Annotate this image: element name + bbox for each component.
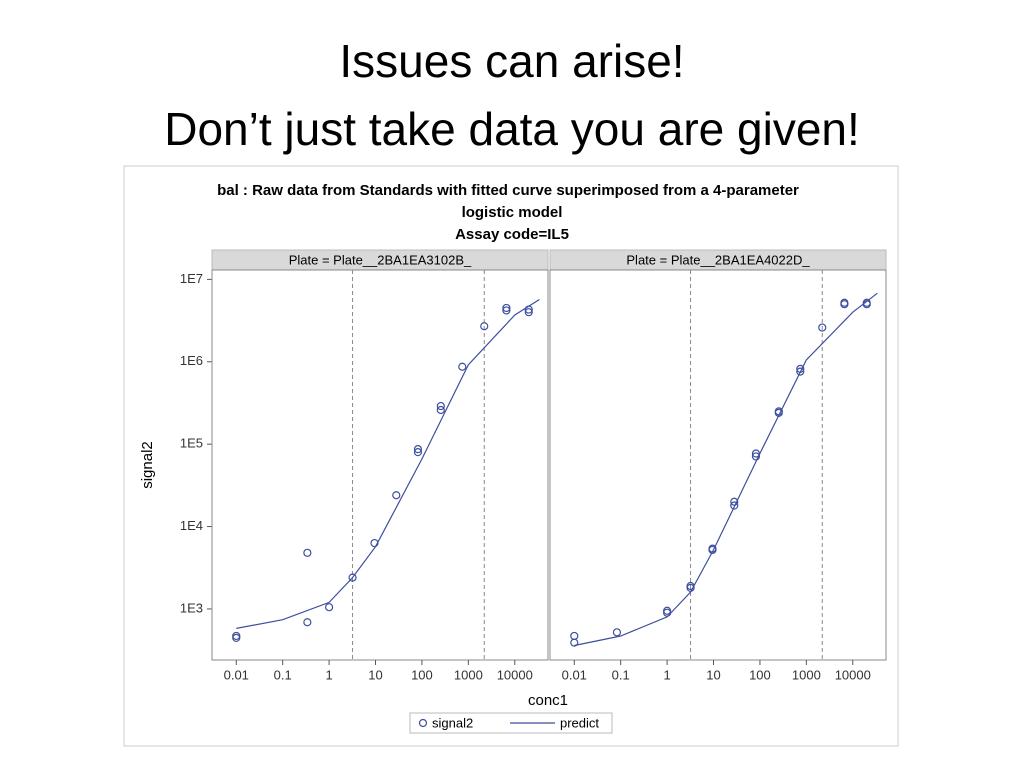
data-point: [413, 445, 423, 454]
data-point: [502, 306, 511, 315]
chart-title: Assay code=IL5: [455, 226, 569, 243]
data-point: [840, 300, 849, 309]
x-tick-label: 0.1: [612, 667, 630, 682]
data-point: [730, 497, 739, 506]
y-tick-label: 1E3: [180, 600, 203, 615]
x-tick-label: 0.01: [562, 667, 587, 682]
x-tick-label: 100: [411, 667, 433, 682]
data-point: [348, 573, 357, 582]
x-tick-label: 1: [663, 667, 670, 682]
x-tick-label: 0.01: [224, 667, 249, 682]
data-point: [796, 367, 805, 376]
data-point: [686, 583, 695, 593]
fitted-curve: [574, 292, 878, 647]
y-tick-label: 1E6: [180, 353, 203, 368]
data-point: [612, 628, 622, 637]
x-tick-label: 10: [368, 667, 382, 682]
legend-label: signal2: [432, 715, 473, 730]
legend-marker: [418, 718, 428, 728]
data-point: [751, 449, 761, 458]
data-point: [862, 300, 871, 309]
data-point: [708, 545, 717, 555]
data-point: [325, 603, 334, 612]
data-point: [480, 322, 489, 331]
y-tick-label: 1E4: [180, 518, 203, 533]
panel-label: Plate = Plate__2BA1EA3102B_: [289, 252, 472, 267]
data-point: [392, 491, 401, 500]
data-point: [570, 638, 579, 647]
chart-title: bal : Raw data from Standards with fitte…: [217, 182, 799, 199]
data-point: [524, 305, 533, 314]
data-point: [502, 303, 511, 313]
x-tick-label: 100: [749, 667, 771, 682]
data-point: [774, 408, 783, 417]
data-point: [730, 501, 739, 510]
data-point: [303, 618, 312, 627]
y-tick-label: 1E7: [180, 271, 203, 286]
x-tick-label: 1: [325, 667, 332, 682]
x-tick-label: 10000: [497, 667, 533, 682]
x-tick-label: 1000: [454, 667, 483, 682]
x-tick-label: 1000: [792, 667, 821, 682]
data-point: [303, 548, 312, 557]
data-point: [436, 405, 445, 415]
x-tick-label: 10000: [835, 667, 871, 682]
y-axis-label: signal2: [139, 441, 156, 489]
x-axis-label: conc1: [528, 692, 568, 709]
slide-title: Issues can arise!: [339, 35, 684, 87]
plot-area: [211, 269, 549, 661]
chart-title: logistic model: [462, 204, 563, 221]
data-point: [232, 633, 241, 643]
plot-area: [549, 269, 887, 661]
x-tick-label: 0.1: [274, 667, 292, 682]
data-point: [663, 608, 672, 617]
data-point: [818, 323, 827, 332]
y-tick-label: 1E5: [180, 436, 203, 451]
data-point: [524, 308, 533, 317]
data-point: [413, 448, 423, 457]
panel-label: Plate = Plate__2BA1EA4022D_: [626, 252, 810, 267]
data-point: [458, 362, 467, 371]
data-point: [370, 538, 379, 548]
data-point: [751, 452, 761, 461]
legend-label: predict: [560, 715, 599, 730]
data-point: [796, 364, 805, 373]
x-tick-label: 10: [706, 667, 720, 682]
slide-title: Don’t just take data you are given!: [164, 103, 860, 155]
data-point: [436, 401, 445, 411]
